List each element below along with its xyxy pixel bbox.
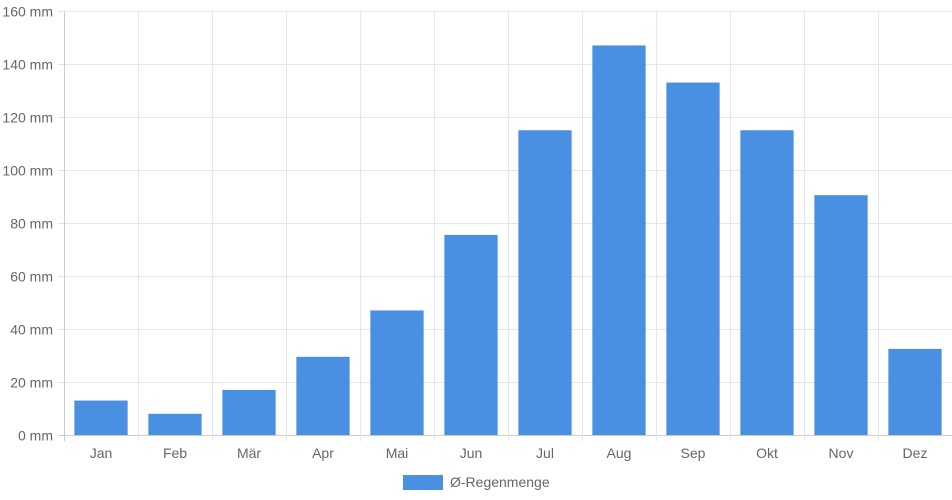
bar-mär[interactable]	[222, 389, 276, 435]
x-tick-label: Jan	[90, 445, 113, 461]
bar-okt[interactable]	[740, 130, 794, 435]
bar-jun[interactable]	[444, 234, 498, 435]
x-tick-label: Jun	[460, 445, 483, 461]
bar-jul[interactable]	[518, 130, 572, 435]
x-tick-label: Mär	[237, 445, 261, 461]
bar-jan[interactable]	[74, 400, 128, 435]
axes: 0 mm 20 mm 40 mm 60 mm 80 mm 100 mm 120 mm 140 …	[2, 4, 927, 462]
y-tick-label: 120 mm	[2, 110, 53, 126]
x-tick-label: Aug	[607, 445, 632, 461]
x-tick-label: Sep	[681, 445, 706, 461]
bars	[74, 45, 942, 436]
x-tick-label: Feb	[163, 445, 187, 461]
x-tick-label: Nov	[829, 445, 854, 461]
x-tick-label: Jul	[536, 445, 554, 461]
x-tick-label: Apr	[312, 445, 334, 461]
y-tick-label: 140 mm	[2, 57, 53, 73]
bar-feb[interactable]	[148, 413, 202, 435]
grid-lines	[58, 11, 952, 441]
y-tick-label: 0 mm	[18, 428, 53, 444]
legend-label[interactable]: Ø-Regenmenge	[450, 474, 550, 490]
x-tick-label: Mai	[386, 445, 409, 461]
y-tick-label: 100 mm	[2, 163, 53, 179]
bar-apr[interactable]	[296, 356, 350, 435]
x-tick-label: Okt	[756, 445, 778, 461]
y-tick-label: 80 mm	[10, 216, 53, 232]
y-tick-label: 20 mm	[10, 375, 53, 391]
bar-dez[interactable]	[888, 348, 942, 436]
bar-aug[interactable]	[592, 45, 646, 435]
y-tick-label: 160 mm	[2, 4, 53, 20]
bar-sep[interactable]	[666, 82, 720, 436]
legend-swatch	[403, 475, 443, 490]
legend: Ø-Regenmenge	[403, 474, 550, 490]
y-tick-label: 40 mm	[10, 322, 53, 338]
x-tick-label: Dez	[903, 445, 928, 461]
y-tick-label: 60 mm	[10, 269, 53, 285]
bar-mai[interactable]	[370, 310, 424, 435]
bar-nov[interactable]	[814, 195, 868, 435]
